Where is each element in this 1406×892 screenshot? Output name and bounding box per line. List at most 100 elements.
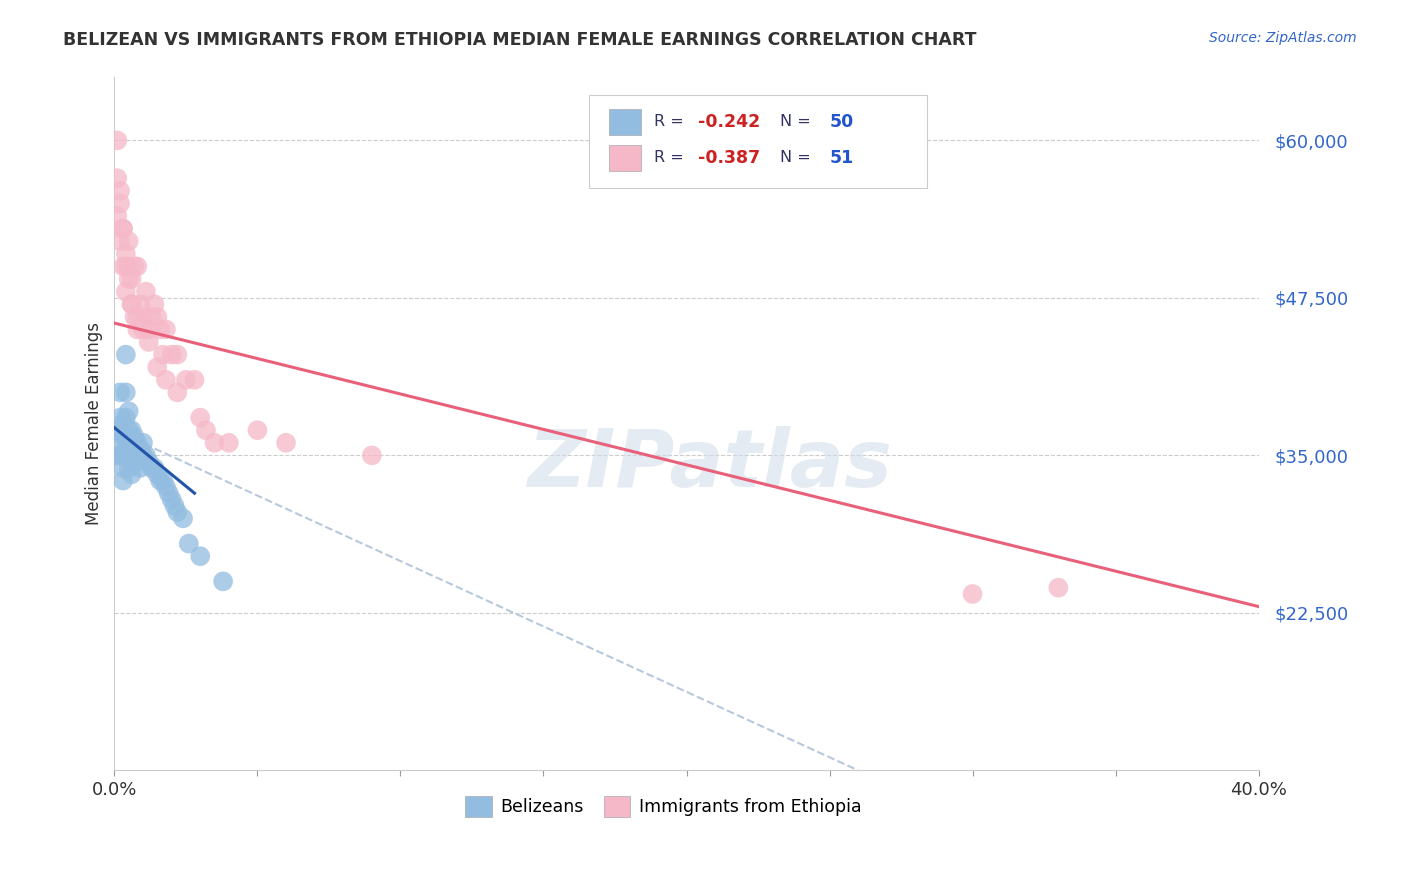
Point bbox=[149, 322, 172, 336]
Y-axis label: Median Female Earnings: Median Female Earnings bbox=[86, 322, 103, 525]
Point bbox=[121, 435, 143, 450]
Point bbox=[149, 474, 172, 488]
Point bbox=[105, 423, 128, 437]
Point bbox=[132, 435, 155, 450]
Text: N =: N = bbox=[780, 114, 817, 129]
Point bbox=[111, 221, 134, 235]
Point bbox=[212, 574, 235, 589]
Point bbox=[166, 505, 188, 519]
Point bbox=[962, 587, 984, 601]
Legend: Belizeans, Immigrants from Ethiopia: Belizeans, Immigrants from Ethiopia bbox=[458, 789, 869, 824]
Point bbox=[177, 536, 200, 550]
Point bbox=[111, 221, 134, 235]
Point bbox=[172, 511, 194, 525]
Text: 51: 51 bbox=[830, 149, 853, 167]
Point bbox=[218, 435, 240, 450]
Point bbox=[118, 461, 141, 475]
Point bbox=[141, 310, 163, 324]
Point bbox=[204, 435, 226, 450]
Point bbox=[129, 461, 152, 475]
Point bbox=[1047, 581, 1070, 595]
Point bbox=[194, 423, 217, 437]
Point bbox=[124, 449, 146, 463]
Point bbox=[121, 297, 143, 311]
Point bbox=[155, 373, 177, 387]
Point bbox=[115, 429, 138, 443]
Point bbox=[166, 348, 188, 362]
Point bbox=[160, 492, 183, 507]
Point bbox=[360, 449, 382, 463]
Point bbox=[115, 247, 138, 261]
Point bbox=[157, 486, 180, 500]
Point bbox=[152, 348, 174, 362]
Point bbox=[135, 285, 157, 299]
Point bbox=[108, 423, 131, 437]
Point bbox=[127, 260, 149, 274]
Text: ZIPatlas: ZIPatlas bbox=[527, 426, 891, 505]
Point bbox=[121, 297, 143, 311]
FancyBboxPatch shape bbox=[609, 109, 641, 135]
Point bbox=[188, 549, 211, 564]
Point bbox=[124, 260, 146, 274]
Point bbox=[132, 322, 155, 336]
Text: N =: N = bbox=[780, 151, 817, 165]
Point bbox=[105, 449, 128, 463]
Point bbox=[127, 322, 149, 336]
Text: -0.387: -0.387 bbox=[697, 149, 761, 167]
Point bbox=[108, 196, 131, 211]
Point bbox=[105, 171, 128, 186]
Point bbox=[155, 322, 177, 336]
Point bbox=[146, 360, 169, 375]
Point bbox=[108, 385, 131, 400]
Point bbox=[124, 310, 146, 324]
Point bbox=[118, 404, 141, 418]
Point bbox=[118, 423, 141, 437]
Point bbox=[146, 467, 169, 482]
Point bbox=[124, 442, 146, 456]
Point bbox=[124, 429, 146, 443]
Text: R =: R = bbox=[654, 114, 689, 129]
Point bbox=[111, 260, 134, 274]
Point bbox=[146, 310, 169, 324]
Point bbox=[108, 449, 131, 463]
Point bbox=[108, 184, 131, 198]
Point bbox=[108, 410, 131, 425]
Point bbox=[115, 285, 138, 299]
Point bbox=[127, 455, 149, 469]
Point bbox=[121, 272, 143, 286]
Point bbox=[274, 435, 297, 450]
Point bbox=[166, 385, 188, 400]
Point bbox=[118, 449, 141, 463]
Point bbox=[115, 348, 138, 362]
Point bbox=[143, 297, 166, 311]
Point bbox=[121, 455, 143, 469]
Point bbox=[183, 373, 205, 387]
Point bbox=[132, 310, 155, 324]
Point bbox=[118, 272, 141, 286]
Text: R =: R = bbox=[654, 151, 689, 165]
Point bbox=[152, 474, 174, 488]
Point bbox=[135, 449, 157, 463]
Point bbox=[121, 467, 143, 482]
Point bbox=[108, 234, 131, 248]
Point bbox=[163, 499, 186, 513]
Point bbox=[138, 455, 160, 469]
Point bbox=[143, 461, 166, 475]
FancyBboxPatch shape bbox=[609, 145, 641, 171]
Text: Source: ZipAtlas.com: Source: ZipAtlas.com bbox=[1209, 31, 1357, 45]
Point bbox=[105, 209, 128, 223]
Text: -0.242: -0.242 bbox=[697, 112, 761, 131]
Point bbox=[115, 260, 138, 274]
Point bbox=[118, 234, 141, 248]
Point bbox=[111, 429, 134, 443]
Point bbox=[118, 260, 141, 274]
Point bbox=[138, 334, 160, 349]
Point bbox=[127, 310, 149, 324]
Point bbox=[246, 423, 269, 437]
Point bbox=[188, 410, 211, 425]
FancyBboxPatch shape bbox=[589, 95, 927, 188]
Point bbox=[121, 423, 143, 437]
Point bbox=[155, 480, 177, 494]
Text: 50: 50 bbox=[830, 112, 853, 131]
Point bbox=[111, 461, 134, 475]
